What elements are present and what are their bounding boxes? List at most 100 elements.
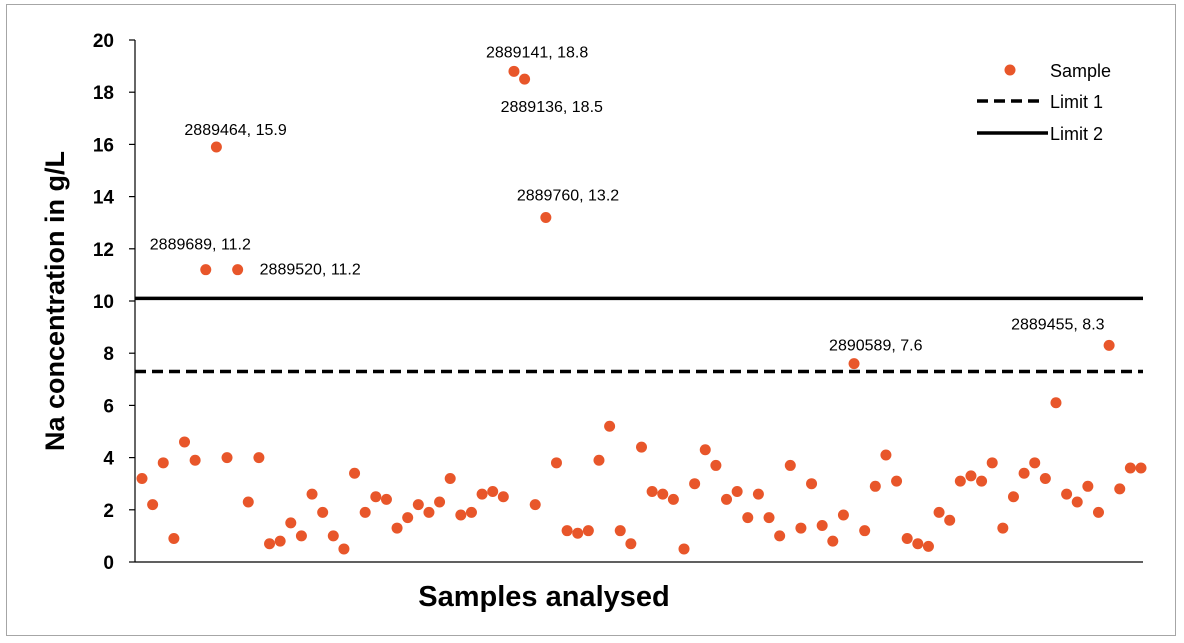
sample-point <box>519 73 531 85</box>
sample-point <box>933 506 945 518</box>
sample-point <box>179 436 191 448</box>
y-tick-label: 20 <box>93 31 114 52</box>
x-axis-label: Samples analysed <box>418 581 669 613</box>
point-annotation: 2889141, 18.8 <box>486 44 588 61</box>
sample-point <box>1029 457 1041 469</box>
sample-point <box>742 512 754 524</box>
sample-point <box>1103 339 1115 351</box>
sample-point <box>508 65 520 77</box>
point-annotation: 2890589, 7.6 <box>829 338 923 355</box>
sample-point <box>189 454 201 466</box>
sample-point <box>582 525 594 537</box>
sample-point <box>657 488 669 500</box>
sample-point <box>614 525 626 537</box>
sample-point <box>1114 483 1126 495</box>
sample-point <box>646 486 658 498</box>
sample-point <box>455 509 467 521</box>
sample-point <box>1061 488 1073 500</box>
legend-sample-label: Sample <box>1050 61 1111 81</box>
sample-point <box>136 472 148 484</box>
y-tick-label: 8 <box>103 344 114 365</box>
sample-point <box>880 449 892 461</box>
sample-point <box>922 540 934 552</box>
sample-points <box>136 65 1147 555</box>
sample-point <box>752 488 764 500</box>
sample-point <box>625 538 637 550</box>
sample-point <box>434 496 446 508</box>
sample-point <box>795 522 807 534</box>
sample-point <box>901 533 913 545</box>
point-annotation: 2889689, 11.2 <box>150 237 251 254</box>
sample-point <box>380 493 392 505</box>
sample-point <box>487 486 499 498</box>
y-axis-label: Na concentration in g/L <box>40 151 70 451</box>
sample-point <box>444 472 456 484</box>
sample-point <box>1135 462 1147 474</box>
sample-point <box>827 535 839 547</box>
sample-point <box>1018 467 1030 479</box>
sample-point <box>540 211 552 223</box>
sample-point <box>550 457 562 469</box>
y-tick-label: 2 <box>103 501 114 522</box>
sample-point <box>497 491 509 503</box>
sample-point <box>1071 496 1083 508</box>
y-tick-label: 10 <box>93 292 114 313</box>
sample-point <box>561 525 573 537</box>
point-annotation: 2889760, 13.2 <box>517 187 619 204</box>
sample-point <box>774 530 786 542</box>
sample-point <box>806 478 818 490</box>
sample-point <box>1082 480 1094 492</box>
sample-point <box>1124 462 1136 474</box>
sample-point <box>944 514 956 526</box>
sample-point <box>689 478 701 490</box>
sample-point <box>976 475 988 487</box>
point-annotation: 2889136, 18.5 <box>501 99 603 116</box>
sample-point <box>200 264 212 276</box>
sample-point <box>678 543 690 555</box>
sample-point <box>848 358 860 370</box>
legend: Sample Limit 1 Limit 2 <box>977 61 1111 144</box>
sample-point <box>667 493 679 505</box>
sample-point <box>997 522 1009 534</box>
sample-point <box>604 420 616 432</box>
legend-limit-2-label: Limit 2 <box>1050 124 1103 144</box>
sample-point <box>221 452 233 464</box>
sample-point <box>636 441 647 453</box>
y-tick-label: 14 <box>93 188 115 209</box>
sample-point <box>317 506 329 518</box>
sample-point <box>327 530 339 542</box>
y-tick-label: 4 <box>103 449 114 470</box>
sample-point <box>965 470 977 482</box>
point-annotation: 2889455, 8.3 <box>1011 316 1105 333</box>
sample-point <box>338 543 350 555</box>
sample-point <box>572 527 584 539</box>
sample-point <box>306 488 318 500</box>
point-annotations: 2889464, 15.9 2889689, 11.2 2889520, 11.2 2… <box>150 44 1105 354</box>
sample-point <box>242 496 254 508</box>
sample-point <box>147 499 159 511</box>
sample-point <box>593 454 605 466</box>
legend-sample-marker <box>1004 64 1016 76</box>
legend-limit-1-label: Limit 1 <box>1050 92 1103 112</box>
sample-point <box>859 525 871 537</box>
sample-point <box>1039 472 1051 484</box>
sample-point <box>157 457 169 469</box>
sample-point <box>285 517 297 529</box>
sample-point <box>986 457 998 469</box>
sample-point <box>359 506 371 518</box>
limit-lines <box>135 296 1143 374</box>
sample-point <box>731 486 743 498</box>
y-tick-label: 6 <box>103 396 114 417</box>
y-axis-ticks: 0 2 4 6 8 10 12 14 16 18 20 <box>93 31 135 574</box>
sample-point <box>710 459 722 471</box>
sample-point <box>295 530 307 542</box>
axes: 0 2 4 6 8 10 12 14 16 18 20 <box>93 31 1143 574</box>
sample-point <box>391 522 403 534</box>
sample-point <box>721 493 733 505</box>
sample-point <box>763 512 775 524</box>
y-tick-label: 16 <box>93 135 114 156</box>
sample-point <box>370 491 382 503</box>
sample-point <box>912 538 924 550</box>
sample-point <box>837 509 849 521</box>
